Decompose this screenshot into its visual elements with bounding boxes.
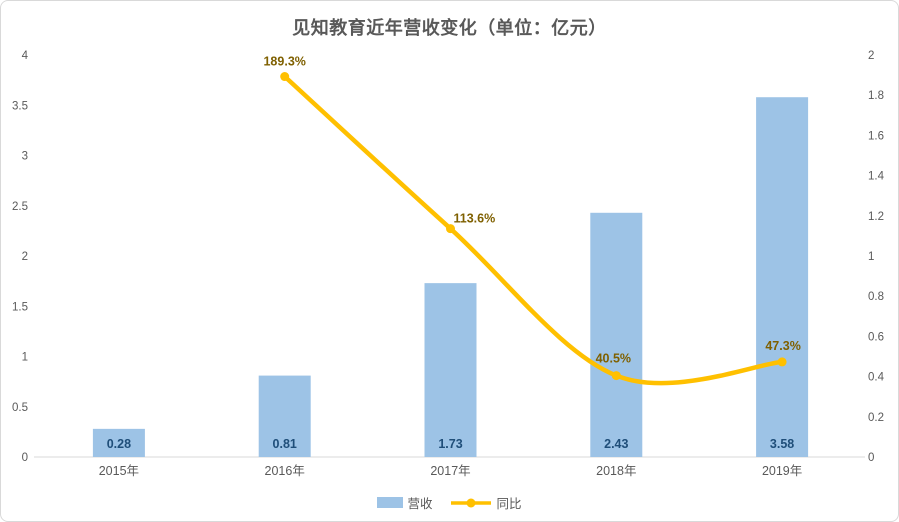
legend-label-yoy: 同比 bbox=[496, 497, 522, 511]
revenue-swatch bbox=[377, 497, 404, 508]
y-axis-left-tick: 2 bbox=[22, 251, 28, 263]
y-axis-left-tick: 1.5 bbox=[12, 301, 28, 313]
y-axis-left-tick: 0.5 bbox=[12, 402, 28, 414]
y-axis-left-tick: 0 bbox=[22, 452, 28, 464]
yoy-marker bbox=[611, 371, 621, 381]
yoy-marker bbox=[777, 357, 787, 367]
yoy-marker bbox=[446, 224, 455, 234]
revenue-bar bbox=[756, 97, 809, 458]
x-axis-category-label: 2018年 bbox=[596, 464, 636, 478]
y-axis-right-tick: 0.6 bbox=[868, 331, 884, 343]
y-axis-right-tick: 0 bbox=[868, 452, 874, 464]
y-axis-left-tick: 3 bbox=[22, 151, 28, 163]
chart-legend: 营收 同比 bbox=[1, 493, 898, 512]
y-axis-right-tick: 1 bbox=[868, 251, 874, 263]
line-value-label: 113.6% bbox=[454, 212, 496, 226]
yoy-marker bbox=[280, 72, 290, 82]
line-value-label: 40.5% bbox=[596, 352, 631, 366]
revenue-bar bbox=[590, 212, 643, 457]
x-axis-category-label: 2015年 bbox=[99, 464, 139, 478]
y-axis-right-tick: 0.2 bbox=[868, 412, 884, 424]
y-axis-left-tick: 3.5 bbox=[12, 100, 28, 112]
yoy-line bbox=[282, 74, 785, 386]
bar-value-label: 2.43 bbox=[604, 437, 628, 451]
y-axis-right-tick: 0.8 bbox=[868, 291, 884, 303]
legend-item-revenue: 营收 bbox=[377, 493, 433, 512]
revenue-bar bbox=[258, 375, 311, 457]
y-axis-right-tick: 1.8 bbox=[868, 90, 884, 102]
y-axis-left-tick: 4 bbox=[22, 50, 29, 62]
y-axis-right-tick: 1.6 bbox=[868, 130, 884, 142]
y-axis-right-tick: 1.4 bbox=[868, 171, 885, 183]
x-axis-category-label: 2017年 bbox=[430, 464, 470, 478]
x-axis-category-label: 2016年 bbox=[265, 464, 305, 478]
y-axis-right-tick: 2 bbox=[868, 50, 874, 62]
legend-label-revenue: 营收 bbox=[407, 497, 433, 511]
legend-item-yoy: 同比 bbox=[449, 493, 522, 512]
revenue-bar bbox=[424, 283, 477, 457]
y-axis-left-tick: 1 bbox=[22, 352, 28, 364]
bar-value-label: 0.28 bbox=[107, 437, 131, 451]
y-axis-right-tick: 1.2 bbox=[868, 211, 884, 223]
x-axis-category-label: 2019年 bbox=[762, 464, 802, 478]
line-value-label: 47.3% bbox=[765, 339, 800, 353]
chart-title: 见知教育近年营收变化（单位：亿元） bbox=[292, 18, 607, 38]
bar-value-label: 3.58 bbox=[770, 437, 794, 451]
revenue-bar bbox=[92, 428, 145, 457]
bar-value-label: 0.81 bbox=[273, 437, 297, 451]
yoy-swatch bbox=[450, 498, 491, 507]
y-axis-right-tick: 0.4 bbox=[868, 372, 885, 384]
bar-value-label: 1.73 bbox=[438, 437, 462, 451]
y-axis-left-tick: 2.5 bbox=[12, 201, 28, 213]
line-value-label: 189.3% bbox=[263, 55, 305, 69]
